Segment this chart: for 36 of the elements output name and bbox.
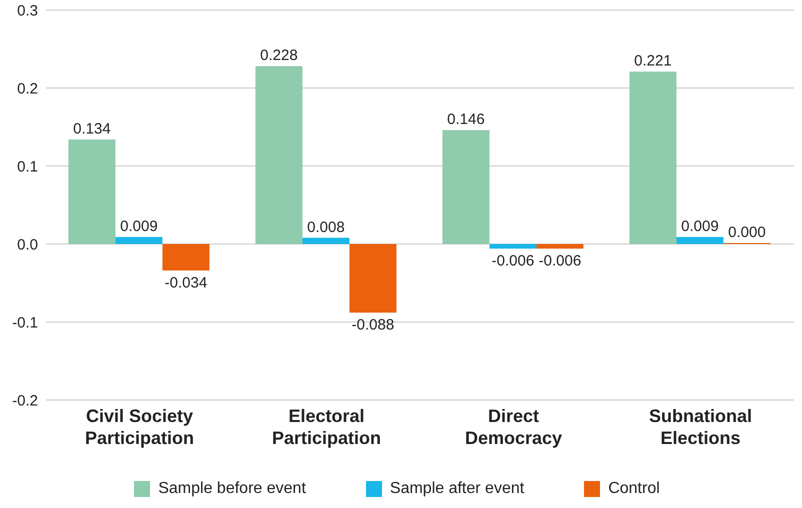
bar [629,72,676,244]
x-tick-label: Electoral Participation [272,406,382,448]
data-label: 0.009 [120,218,158,235]
data-label: 0.221 [634,52,672,70]
bar [68,139,116,244]
data-label: -0.006 [492,252,534,270]
data-label: 0.146 [447,111,485,128]
data-label: 0.000 [728,224,766,241]
data-label: -0.034 [164,274,208,292]
y-tick-label: 0.1 [17,158,38,176]
x-tick-label: Subnational Elections [649,406,752,448]
data-label: 0.228 [260,47,298,64]
data-label: -0.088 [352,316,394,334]
x-tick-label: Civil Society Participation [84,406,194,448]
data-label: 0.134 [73,120,111,138]
legend-label: Sample after event [390,480,524,498]
legend-label: Control [608,480,660,498]
y-tick-label: -0.2 [12,392,38,410]
bar [115,236,162,244]
bar [302,238,350,244]
bar [162,244,210,271]
bar [489,244,536,249]
x-tick-label: Direct Democracy [464,406,562,448]
y-tick-label: -0.1 [12,314,38,332]
data-label: -0.006 [538,252,582,270]
y-tick-label: 0.0 [17,236,38,254]
bar [442,130,490,244]
bar [255,66,302,244]
legend-label: Sample before event [158,480,306,498]
bar [536,244,584,249]
data-label: 0.009 [681,218,719,235]
y-tick-label: 0.3 [17,2,38,20]
y-tick-label: 0.2 [17,80,38,98]
bar [676,236,724,244]
bar [349,244,396,313]
data-label: 0.008 [307,218,345,236]
